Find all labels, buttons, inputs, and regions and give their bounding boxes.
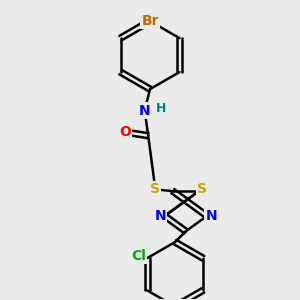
Text: S: S	[150, 182, 161, 197]
Text: N: N	[154, 209, 166, 223]
Text: O: O	[119, 125, 131, 139]
Text: S: S	[197, 182, 207, 196]
Text: H: H	[156, 102, 166, 115]
Text: Cl: Cl	[131, 249, 146, 263]
Text: Br: Br	[141, 14, 159, 28]
Text: N: N	[206, 209, 217, 223]
Text: N: N	[139, 103, 150, 118]
